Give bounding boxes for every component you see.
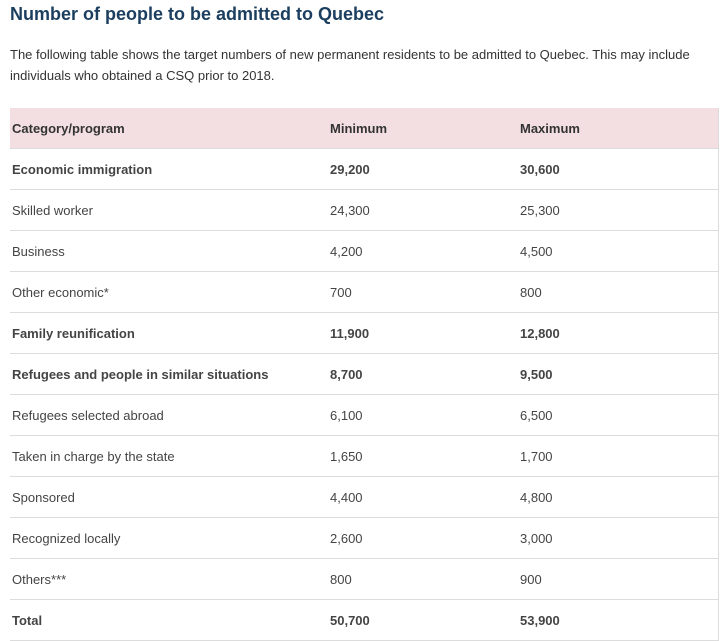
- cell-category: Skilled worker: [10, 189, 328, 231]
- cell-category: Total: [10, 599, 328, 641]
- cell-category: Family reunification: [10, 312, 328, 354]
- cell-minimum: 700: [328, 271, 518, 313]
- admission-targets-table: Category/program Minimum Maximum Economi…: [10, 108, 719, 641]
- table-row: Refugees and people in similar situation…: [10, 353, 719, 395]
- table-row: Taken in charge by the state 1,650 1,700: [10, 435, 719, 477]
- cell-minimum: 11,900: [328, 312, 518, 354]
- table-row-total: Total 50,700 53,900: [10, 599, 719, 641]
- cell-category: Others***: [10, 558, 328, 600]
- cell-minimum: 6,100: [328, 394, 518, 436]
- table-row: Other economic* 700 800: [10, 271, 719, 313]
- cell-category: Refugees selected abroad: [10, 394, 328, 436]
- cell-maximum: 30,600: [518, 148, 719, 190]
- cell-maximum: 9,500: [518, 353, 719, 395]
- table-row: Business 4,200 4,500: [10, 230, 719, 272]
- cell-maximum: 4,800: [518, 476, 719, 518]
- cell-category: Sponsored: [10, 476, 328, 518]
- cell-minimum: 29,200: [328, 148, 518, 190]
- cell-minimum: 4,400: [328, 476, 518, 518]
- cell-maximum: 3,000: [518, 517, 719, 559]
- cell-category: Economic immigration: [10, 148, 328, 190]
- header-minimum: Minimum: [328, 108, 518, 149]
- table-row: Sponsored 4,400 4,800: [10, 476, 719, 518]
- cell-maximum: 53,900: [518, 599, 719, 641]
- cell-category: Refugees and people in similar situation…: [10, 353, 328, 395]
- cell-maximum: 25,300: [518, 189, 719, 231]
- cell-minimum: 2,600: [328, 517, 518, 559]
- cell-category: Recognized locally: [10, 517, 328, 559]
- table-row: Others*** 800 900: [10, 558, 719, 600]
- table-row: Refugees selected abroad 6,100 6,500: [10, 394, 719, 436]
- table-row: Economic immigration 29,200 30,600: [10, 148, 719, 190]
- cell-category: Other economic*: [10, 271, 328, 313]
- cell-maximum: 12,800: [518, 312, 719, 354]
- cell-maximum: 6,500: [518, 394, 719, 436]
- page-title: Number of people to be admitted to Quebe…: [10, 4, 385, 24]
- cell-maximum: 4,500: [518, 230, 719, 272]
- table-header-row: Category/program Minimum Maximum: [10, 108, 719, 149]
- cell-minimum: 1,650: [328, 435, 518, 477]
- table-row: Family reunification 11,900 12,800: [10, 312, 719, 354]
- intro-paragraph: The following table shows the target num…: [10, 47, 690, 83]
- cell-minimum: 24,300: [328, 189, 518, 231]
- cell-maximum: 800: [518, 271, 719, 313]
- table-row: Recognized locally 2,600 3,000: [10, 517, 719, 559]
- header-category: Category/program: [10, 108, 328, 149]
- cell-maximum: 900: [518, 558, 719, 600]
- cell-minimum: 800: [328, 558, 518, 600]
- cell-maximum: 1,700: [518, 435, 719, 477]
- header-maximum: Maximum: [518, 108, 719, 149]
- cell-category: Taken in charge by the state: [10, 435, 328, 477]
- cell-minimum: 8,700: [328, 353, 518, 395]
- page-content: Number of people to be admitted to Quebe…: [10, 0, 719, 641]
- cell-minimum: 50,700: [328, 599, 518, 641]
- cell-minimum: 4,200: [328, 230, 518, 272]
- cell-category: Business: [10, 230, 328, 272]
- table-row: Skilled worker 24,300 25,300: [10, 189, 719, 231]
